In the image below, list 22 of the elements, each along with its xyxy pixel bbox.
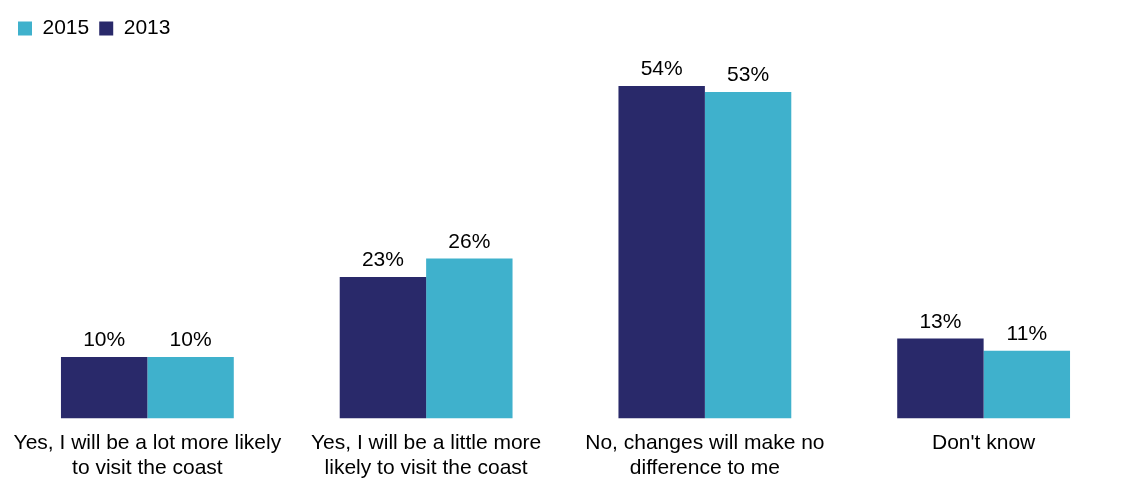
bar — [147, 357, 234, 419]
bar — [983, 350, 1071, 419]
data-label: 23% — [361, 247, 404, 271]
bar — [426, 258, 513, 419]
bar — [339, 276, 427, 419]
bar — [60, 357, 148, 419]
data-label: 13% — [919, 308, 962, 332]
data-label: 10% — [83, 327, 126, 351]
legend-label: 2013 — [123, 15, 171, 39]
legend-label: 2015 — [42, 15, 90, 39]
data-label: 54% — [640, 56, 683, 80]
data-label: 53% — [727, 62, 770, 86]
x-tick-label: No, changes will make no difference to me — [585, 430, 825, 479]
x-tick-label: Don't know — [932, 430, 1037, 453]
bar — [704, 92, 792, 419]
bar — [897, 338, 984, 419]
bar — [618, 85, 705, 419]
data-label: 26% — [448, 228, 491, 252]
x-tick-label: Yes, I will be a lot more likely to visit the coast — [13, 430, 282, 479]
data-label: 11% — [1006, 321, 1048, 345]
x-tick-label: Yes, I will be a little more likely to visit the coast — [310, 430, 542, 479]
data-label: 10% — [169, 327, 212, 351]
